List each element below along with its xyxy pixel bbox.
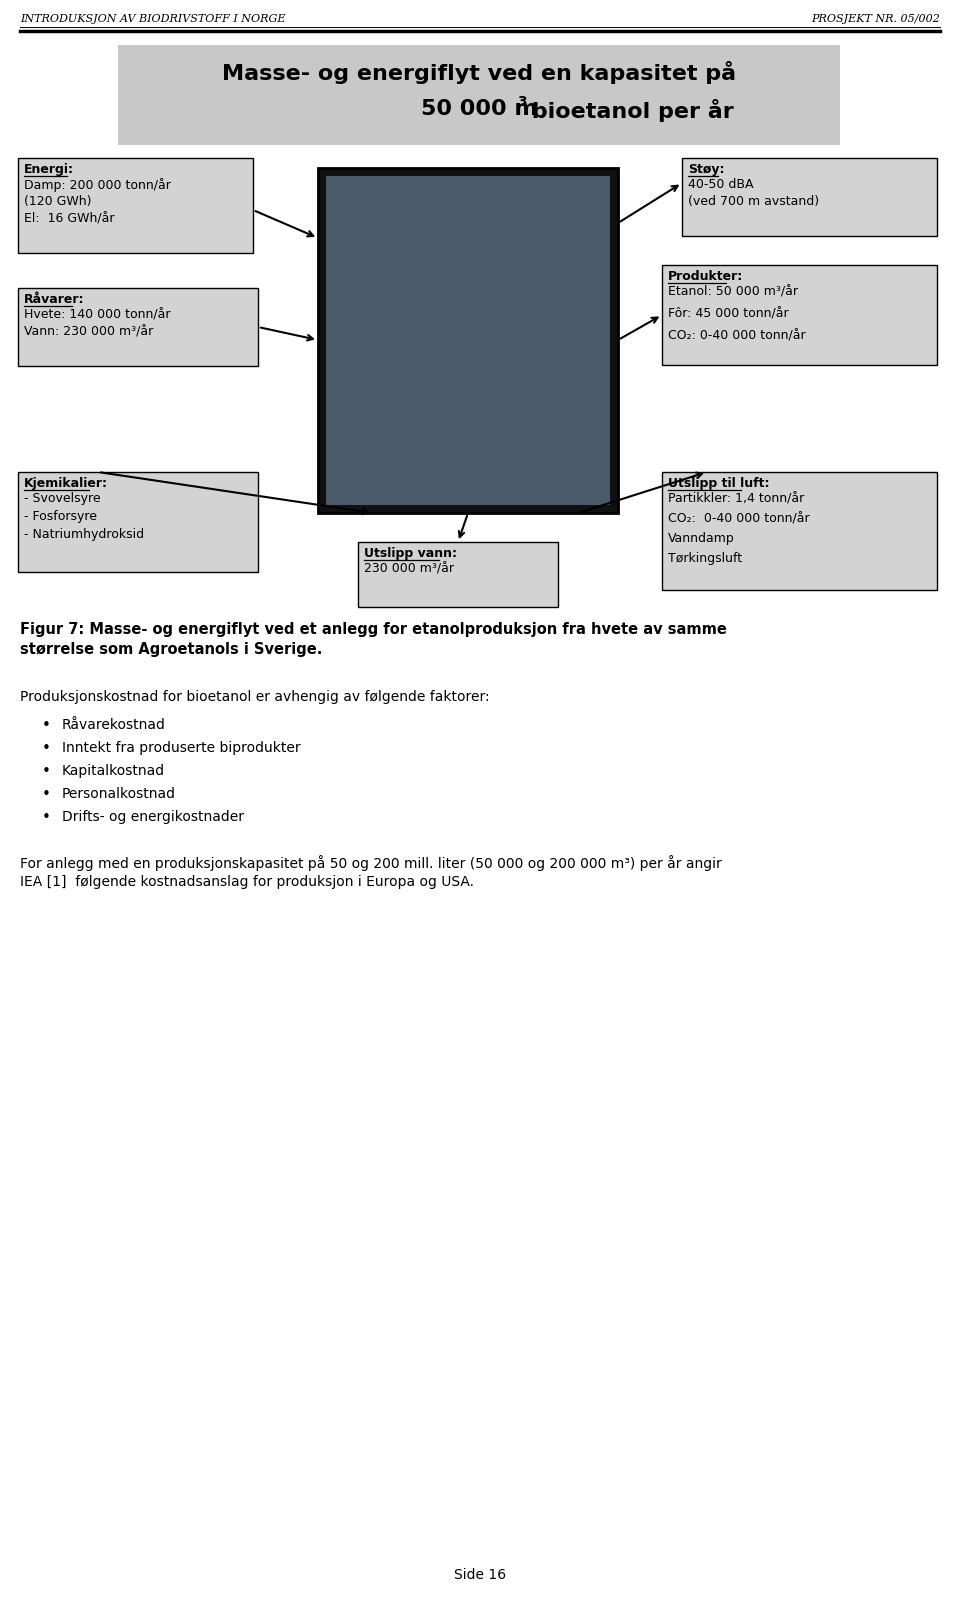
Text: Kapitalkostnad: Kapitalkostnad: [62, 764, 165, 778]
Text: Side 16: Side 16: [454, 1567, 506, 1582]
Text: Produkter:: Produkter:: [668, 271, 743, 283]
Text: Fôr: 45 000 tonn/år: Fôr: 45 000 tonn/år: [668, 307, 788, 320]
Text: Vanndamp: Vanndamp: [668, 532, 734, 544]
Text: Hvete: 140 000 tonn/år: Hvete: 140 000 tonn/år: [24, 307, 171, 320]
Text: •: •: [42, 717, 51, 733]
Bar: [318, 168, 618, 512]
Text: Vann: 230 000 m³/år: Vann: 230 000 m³/år: [24, 325, 154, 338]
Text: 230 000 m³/år: 230 000 m³/år: [364, 562, 454, 575]
Text: Drifts- og energikostnader: Drifts- og energikostnader: [62, 810, 244, 825]
Text: Utslipp til luft:: Utslipp til luft:: [668, 477, 770, 490]
Text: Figur 7: Masse- og energiflyt ved et anlegg for etanolproduksjon fra hvete av sa: Figur 7: Masse- og energiflyt ved et anl…: [20, 623, 727, 637]
Text: Personalkostnad: Personalkostnad: [62, 788, 176, 800]
Text: 40-50 dBA: 40-50 dBA: [688, 178, 754, 191]
Text: PROSJEKT NR. 05/002: PROSJEKT NR. 05/002: [811, 14, 940, 24]
Text: CO₂: 0-40 000 tonn/år: CO₂: 0-40 000 tonn/år: [668, 328, 805, 343]
Text: (ved 700 m avstand): (ved 700 m avstand): [688, 195, 819, 208]
Bar: [18, 158, 253, 253]
Text: Tørkingsluft: Tørkingsluft: [668, 552, 742, 565]
Bar: [18, 472, 258, 572]
Text: - Fosforsyre: - Fosforsyre: [24, 511, 97, 524]
Text: størrelse som Agroetanols i Sverige.: størrelse som Agroetanols i Sverige.: [20, 642, 323, 656]
Text: Inntekt fra produserte biprodukter: Inntekt fra produserte biprodukter: [62, 741, 300, 756]
Bar: [682, 158, 937, 235]
Text: Råvarekostnad: Råvarekostnad: [62, 717, 166, 732]
Text: For anlegg med en produksjonskapasitet på 50 og 200 mill. liter (50 000 og 200 0: For anlegg med en produksjonskapasitet p…: [20, 855, 722, 871]
Text: Damp: 200 000 tonn/år: Damp: 200 000 tonn/år: [24, 178, 171, 192]
Text: Råvarer:: Råvarer:: [24, 293, 84, 306]
Text: •: •: [42, 764, 51, 780]
Text: •: •: [42, 810, 51, 825]
Bar: [18, 288, 258, 367]
Bar: [358, 543, 558, 607]
Text: Etanol: 50 000 m³/år: Etanol: 50 000 m³/år: [668, 285, 798, 298]
Text: 3: 3: [517, 94, 527, 109]
Text: Produksjonskostnad for bioetanol er avhengig av følgende faktorer:: Produksjonskostnad for bioetanol er avhe…: [20, 690, 490, 704]
Text: - Svovelsyre: - Svovelsyre: [24, 492, 101, 504]
Text: (120 GWh): (120 GWh): [24, 195, 91, 208]
Text: Energi:: Energi:: [24, 163, 74, 176]
Bar: [662, 266, 937, 365]
Bar: [662, 472, 937, 591]
Bar: [118, 45, 840, 146]
Text: Utslipp vann:: Utslipp vann:: [364, 548, 457, 560]
Text: bioetanol per år: bioetanol per år: [524, 99, 733, 122]
Text: - Natriumhydroksid: - Natriumhydroksid: [24, 528, 144, 541]
Text: INTRODUKSJON AV BIODRIVSTOFF I NORGE: INTRODUKSJON AV BIODRIVSTOFF I NORGE: [20, 14, 285, 24]
Text: IEA [1]  følgende kostnadsanslag for produksjon i Europa og USA.: IEA [1] følgende kostnadsanslag for prod…: [20, 876, 474, 889]
Text: •: •: [42, 741, 51, 756]
Text: Partikkler: 1,4 tonn/år: Partikkler: 1,4 tonn/år: [668, 492, 804, 504]
Text: CO₂:  0-40 000 tonn/år: CO₂: 0-40 000 tonn/år: [668, 512, 809, 525]
Text: 50 000 m: 50 000 m: [421, 99, 538, 118]
Text: Støy:: Støy:: [688, 163, 725, 176]
Text: Kjemikalier:: Kjemikalier:: [24, 477, 108, 490]
Text: Masse- og energiflyt ved en kapasitet på: Masse- og energiflyt ved en kapasitet på: [222, 61, 736, 83]
Bar: [326, 176, 610, 504]
Text: •: •: [42, 788, 51, 802]
Text: El:  16 GWh/år: El: 16 GWh/år: [24, 211, 114, 226]
